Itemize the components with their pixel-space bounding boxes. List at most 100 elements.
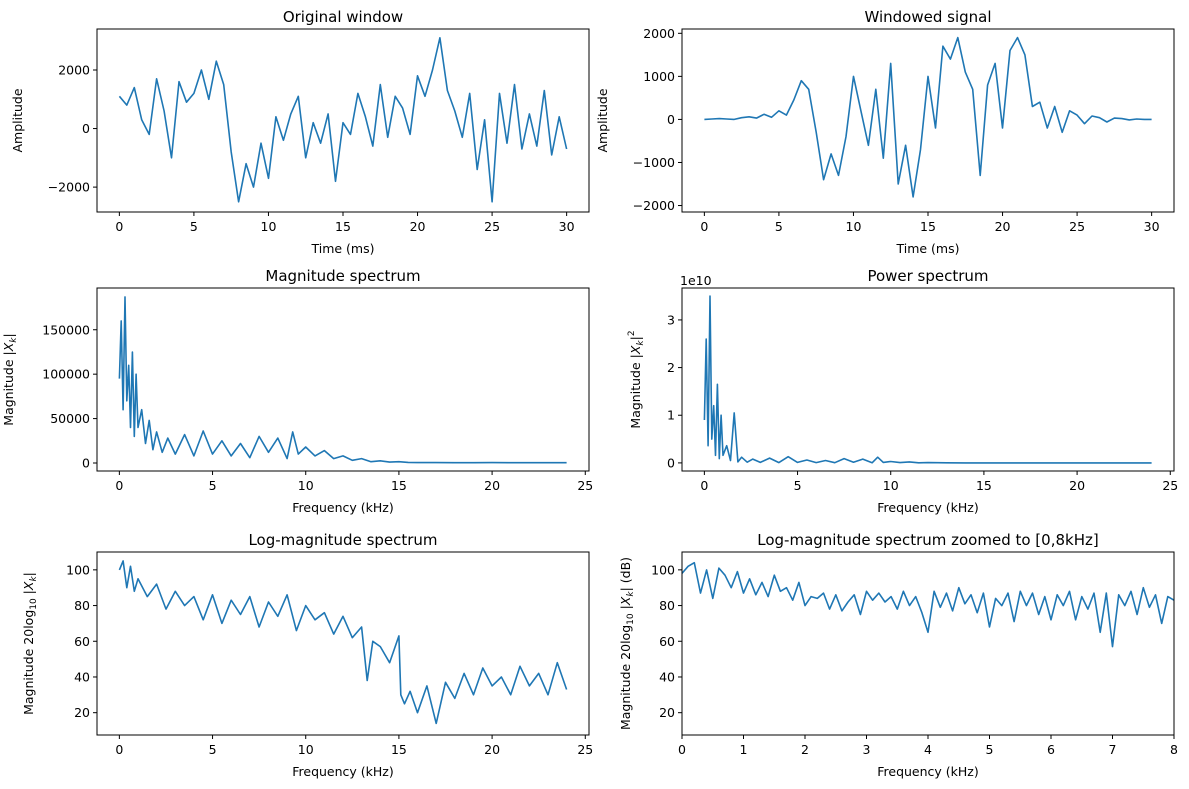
x-tick-label: 20 xyxy=(1069,478,1085,493)
x-tick-label: 30 xyxy=(1144,219,1160,234)
y-tick-label: 150000 xyxy=(42,322,90,337)
x-tick-label: 25 xyxy=(577,478,593,493)
y-tick-label: 40 xyxy=(74,669,90,684)
series-line xyxy=(681,561,1175,648)
x-ticks: 0 5 10 15 20 25 xyxy=(700,471,1178,493)
y-tick-label: −1000 xyxy=(633,155,675,170)
subplot-title: Magnitude spectrum xyxy=(265,267,420,285)
y-tick-label: 3 xyxy=(667,312,675,327)
x-tick-label: 10 xyxy=(883,478,899,493)
y-tick-label: 60 xyxy=(659,634,675,649)
y-tick-label: 60 xyxy=(74,634,90,649)
axes-frame xyxy=(96,28,590,213)
axes-frame xyxy=(96,551,590,736)
x-ticks: 0 5 10 15 20 25 xyxy=(115,471,593,493)
subplot-magnitude-spectrum: Magnitude spectrum Frequency (kHz) Magni… xyxy=(1,267,593,515)
y-tick-label: 80 xyxy=(74,598,90,613)
subplot-original-window: Original window Time (ms) Amplitude 0 5 10… xyxy=(10,8,590,256)
y-tick-label: −2000 xyxy=(633,198,675,213)
x-tick-label: 20 xyxy=(484,742,500,757)
series-line xyxy=(118,296,567,464)
x-tick-label: 2 xyxy=(801,742,809,757)
x-tick-label: 30 xyxy=(559,219,575,234)
y-tick-label: 20 xyxy=(74,705,90,720)
x-tick-label: 5 xyxy=(190,219,198,234)
x-tick-label: 5 xyxy=(209,742,217,757)
y-axis-label: Magnitude 20log10 |Xk| (dB) xyxy=(618,557,636,730)
y-tick-label: 0 xyxy=(667,112,675,127)
subplot-windowed-signal: Windowed signal Time (ms) Amplitude 0 5 10… xyxy=(595,8,1175,256)
y-ticks: −2000 0 2000 xyxy=(48,62,97,195)
subplot-title: Log-magnitude spectrum zoomed to [0,8kHz… xyxy=(757,531,1098,549)
x-tick-label: 20 xyxy=(484,478,500,493)
y-ticks: 0 1 2 3 xyxy=(667,312,682,470)
y-tick-label: 2000 xyxy=(58,62,90,77)
y-tick-label: 100 xyxy=(651,562,675,577)
x-tick-label: 0 xyxy=(700,219,708,234)
series-line xyxy=(118,36,568,203)
x-tick-label: 25 xyxy=(1162,478,1178,493)
x-tick-label: 15 xyxy=(391,478,407,493)
y-tick-label: 0 xyxy=(82,121,90,136)
x-tick-label: 10 xyxy=(261,219,277,234)
x-tick-label: 5 xyxy=(775,219,783,234)
x-tick-label: 0 xyxy=(115,219,123,234)
y-tick-label: 1000 xyxy=(643,69,675,84)
x-tick-label: 15 xyxy=(976,478,992,493)
x-ticks: 0 5 10 15 20 25 xyxy=(115,735,593,757)
y-axis-label: Magnitude |Xk| xyxy=(1,333,19,425)
y-axis-offset-label: 1e10 xyxy=(680,273,712,288)
x-ticks: 0 5 10 15 20 25 30 xyxy=(700,212,1160,234)
x-tick-label: 10 xyxy=(298,742,314,757)
y-tick-label: −2000 xyxy=(48,180,90,195)
x-tick-label: 5 xyxy=(209,478,217,493)
y-axis-label: Magnitude 20log10 |Xk| xyxy=(21,572,39,715)
x-tick-label: 20 xyxy=(995,219,1011,234)
x-tick-label: 10 xyxy=(846,219,862,234)
x-tick-label: 15 xyxy=(335,219,351,234)
y-tick-label: 50000 xyxy=(50,411,90,426)
axes-frame xyxy=(96,287,590,472)
subplot-log-magnitude-zoomed: Log-magnitude spectrum zoomed to [0,8kHz… xyxy=(618,531,1178,779)
x-axis-label: Frequency (kHz) xyxy=(292,500,394,515)
series-line xyxy=(118,560,568,725)
x-tick-label: 5 xyxy=(794,478,802,493)
x-tick-label: 25 xyxy=(577,742,593,757)
y-tick-label: 1 xyxy=(667,408,675,423)
y-tick-label: 2000 xyxy=(643,26,675,41)
y-tick-label: 2 xyxy=(667,360,675,375)
x-tick-label: 4 xyxy=(924,742,932,757)
x-tick-label: 3 xyxy=(863,742,871,757)
y-tick-label: 80 xyxy=(659,598,675,613)
y-ticks: 20 40 60 80 100 xyxy=(651,562,682,720)
axes-frame xyxy=(681,287,1175,472)
y-ticks: 20 40 60 80 100 xyxy=(66,562,97,720)
y-tick-label: 0 xyxy=(667,455,675,470)
y-tick-label: 0 xyxy=(82,456,90,471)
x-axis-label: Time (ms) xyxy=(310,241,374,256)
y-tick-label: 40 xyxy=(659,669,675,684)
y-axis-label: Amplitude xyxy=(595,88,610,152)
x-tick-label: 0 xyxy=(115,478,123,493)
subplot-title: Original window xyxy=(283,8,403,26)
subplot-log-magnitude-spectrum: Log-magnitude spectrum Frequency (kHz) M… xyxy=(21,531,593,779)
axes-frame xyxy=(681,28,1175,213)
x-tick-label: 0 xyxy=(115,742,123,757)
subplot-title: Power spectrum xyxy=(867,267,988,285)
x-tick-label: 1 xyxy=(740,742,748,757)
series-line xyxy=(703,295,1152,464)
y-ticks: 0 50000 100000 150000 xyxy=(42,322,97,471)
y-ticks: −2000 −1000 0 1000 2000 xyxy=(633,26,682,213)
x-tick-label: 25 xyxy=(1069,219,1085,234)
x-tick-label: 10 xyxy=(298,478,314,493)
x-tick-label: 20 xyxy=(410,219,426,234)
y-tick-label: 100 xyxy=(66,562,90,577)
y-tick-label: 100000 xyxy=(42,367,90,382)
x-axis-label: Frequency (kHz) xyxy=(877,500,979,515)
x-tick-label: 0 xyxy=(700,478,708,493)
x-axis-label: Frequency (kHz) xyxy=(292,764,394,779)
x-axis-label: Frequency (kHz) xyxy=(877,764,979,779)
x-tick-label: 15 xyxy=(920,219,936,234)
y-axis-label: Magnitude |Xk|2 xyxy=(627,330,646,428)
